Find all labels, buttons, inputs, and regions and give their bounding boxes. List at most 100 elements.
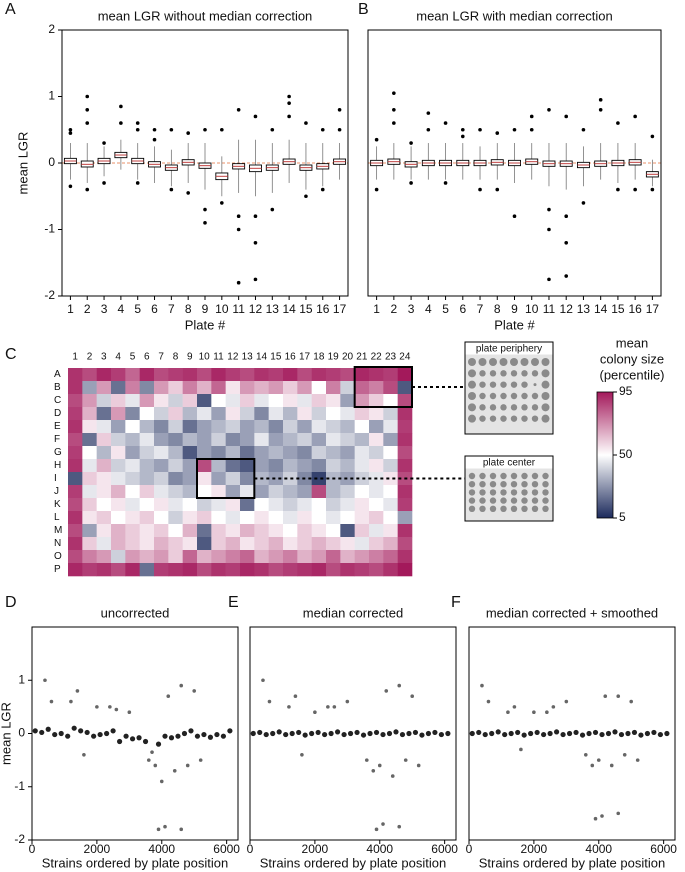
x-tick-label: 11: [543, 302, 556, 316]
cell: [283, 563, 298, 577]
point: [146, 758, 151, 762]
colony: [510, 472, 518, 480]
y-axis-label: mean LGR: [0, 702, 13, 765]
chart-title: median corrected + smoothed: [486, 605, 658, 620]
cell: [311, 407, 327, 421]
cell: [240, 472, 255, 486]
cell: [225, 537, 241, 551]
colony: [521, 370, 528, 377]
cell: [254, 498, 269, 512]
colony: [489, 370, 497, 377]
cell: [297, 485, 312, 499]
cell: [111, 498, 126, 512]
x-tick-label: 2000: [84, 842, 111, 856]
x-tick-label: 1: [373, 302, 380, 316]
colony: [531, 404, 539, 411]
cell: [354, 446, 370, 460]
cell: [311, 446, 327, 460]
x-tick-label: 6: [151, 302, 158, 316]
x-tick-label: 13: [266, 302, 280, 316]
outlier: [220, 127, 224, 132]
outlier: [547, 227, 551, 232]
outlier: [409, 181, 413, 185]
cell: [197, 394, 212, 408]
cell: [139, 433, 155, 447]
point: [345, 699, 350, 704]
cell: [139, 537, 155, 551]
outlier: [374, 137, 379, 142]
cell: [354, 381, 370, 395]
point: [406, 730, 412, 737]
cell: [111, 368, 126, 382]
colony: [489, 472, 497, 480]
x-tick-label: 13: [577, 302, 591, 316]
cell: [96, 472, 112, 486]
point: [276, 729, 282, 735]
point: [257, 729, 263, 736]
cell: [254, 550, 269, 564]
outlier: [85, 187, 90, 192]
cell: [111, 446, 126, 460]
x-tick-label: 14: [594, 302, 608, 316]
outlier: [616, 187, 620, 192]
cell: [125, 368, 140, 382]
cell: [240, 563, 255, 577]
cell: [125, 524, 140, 538]
cell: [197, 459, 212, 473]
cell: [96, 485, 112, 499]
point: [403, 758, 408, 762]
cell: [297, 459, 312, 473]
cell: [254, 433, 269, 447]
cell: [197, 472, 212, 486]
outlier: [236, 280, 241, 285]
cell: [240, 446, 255, 460]
cell: [139, 563, 155, 577]
x-tick-label: 16: [316, 302, 330, 316]
point: [360, 732, 367, 738]
cell: [383, 511, 398, 525]
point: [39, 729, 45, 736]
colony: [521, 497, 528, 504]
cell: [154, 511, 169, 525]
cell: [139, 394, 155, 408]
cell: [383, 433, 398, 447]
cell: [297, 407, 312, 421]
cell: [340, 550, 355, 564]
point: [416, 763, 421, 768]
cell: [68, 511, 83, 525]
colony: [521, 505, 528, 512]
point: [156, 827, 161, 832]
colony: [542, 505, 549, 512]
point: [261, 678, 265, 683]
cell: [96, 537, 112, 551]
colony: [531, 489, 539, 496]
cell: [225, 368, 241, 382]
cell: [311, 524, 327, 538]
cell: [125, 511, 140, 525]
cell: [125, 407, 140, 421]
cell: [225, 381, 241, 395]
cell: [211, 550, 226, 564]
chart-title: median corrected: [303, 605, 403, 620]
cell: [82, 368, 97, 382]
column-label: 14: [256, 352, 268, 363]
colony: [479, 505, 486, 512]
cell: [397, 446, 413, 460]
point: [181, 730, 188, 737]
cell: [168, 563, 183, 577]
x-tick-label: 0: [466, 842, 473, 856]
cell: [168, 407, 183, 421]
point: [541, 731, 547, 738]
cell: [225, 459, 241, 473]
cell: [82, 433, 97, 447]
point: [508, 730, 514, 737]
point: [432, 729, 438, 736]
point: [566, 730, 573, 737]
row-label: G: [54, 447, 62, 458]
cell: [397, 407, 413, 421]
cell: [326, 537, 341, 551]
cell: [354, 524, 370, 538]
colony: [521, 404, 528, 411]
point: [384, 689, 389, 693]
point: [52, 731, 58, 738]
